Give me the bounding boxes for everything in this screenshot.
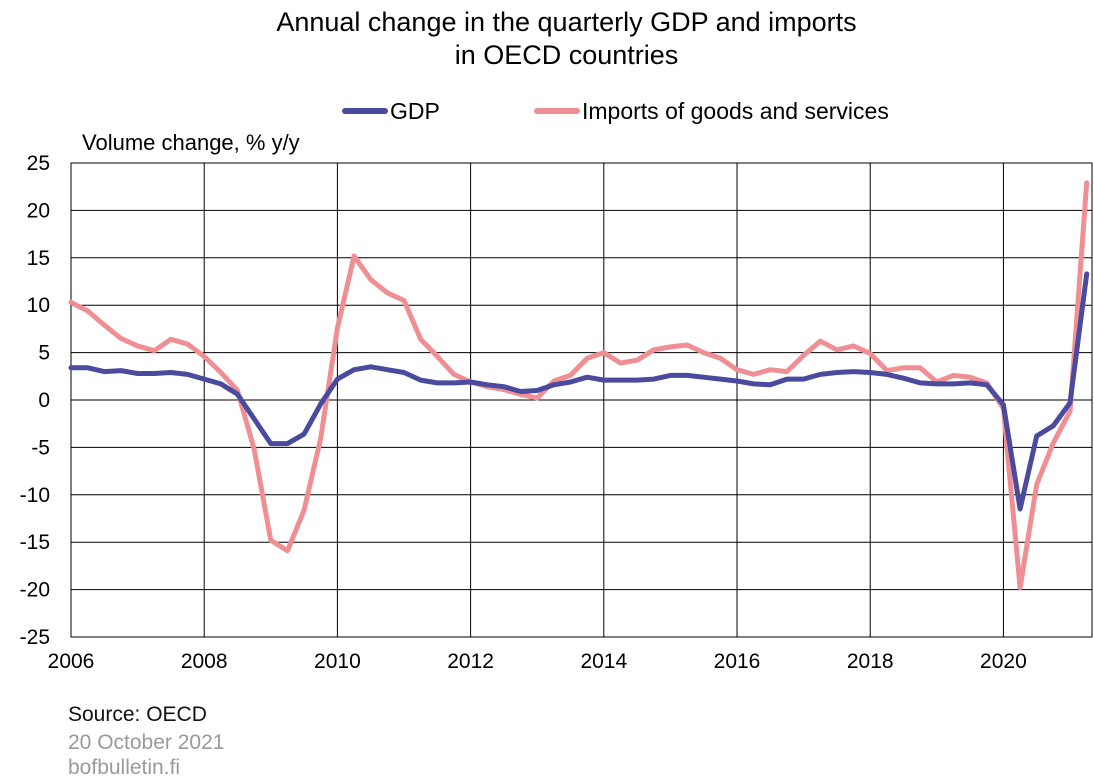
y-tick-label: 25	[27, 152, 50, 175]
plot-border	[70, 162, 1093, 638]
x-tick-label: 2006	[48, 650, 95, 673]
y-tick-label: -25	[20, 626, 50, 649]
legend-label-gdp: GDP	[390, 97, 440, 124]
y-tick-label: -5	[31, 436, 50, 459]
chart-title: Annual change in the quarterly GDP and i…	[0, 6, 1094, 72]
x-tick-label: 2018	[847, 650, 894, 673]
x-tick-label: 2016	[714, 650, 761, 673]
y-tick-label: 5	[38, 342, 50, 365]
source-note: Source: OECD	[68, 703, 207, 726]
legend-swatch-imports	[534, 108, 580, 114]
y-tick-label: -10	[20, 484, 50, 507]
y-tick-label: 0	[38, 389, 50, 412]
legend: GDP Imports of goods and services	[0, 94, 1094, 128]
y-tick-label: -15	[20, 531, 50, 554]
chart-title-line-2: in OECD countries	[454, 40, 679, 70]
x-tick-label: 2020	[980, 650, 1027, 673]
y-axis-label: Volume change, % y/y	[82, 130, 300, 155]
legend-item-imports: Imports of goods and services	[534, 94, 889, 128]
y-tick-label: -20	[20, 579, 50, 602]
site-note: bofbulletin.fi	[68, 756, 181, 779]
x-tick-label: 2010	[314, 650, 361, 673]
y-tick-label: 20	[27, 199, 50, 222]
x-tick-label: 2012	[447, 650, 494, 673]
legend-item-gdp: GDP	[342, 94, 440, 128]
x-tick-label: 2014	[580, 650, 627, 673]
gdp-series-line	[68, 271, 1090, 512]
x-tick-label: 2008	[181, 650, 228, 673]
legend-label-imports: Imports of goods and services	[582, 97, 889, 124]
y-tick-label: 10	[27, 294, 50, 317]
y-tick-label: 15	[27, 247, 50, 270]
date-note: 20 October 2021	[68, 731, 225, 754]
legend-swatch-gdp	[342, 108, 388, 114]
chart-title-line-1: Annual change in the quarterly GDP and i…	[276, 7, 857, 37]
